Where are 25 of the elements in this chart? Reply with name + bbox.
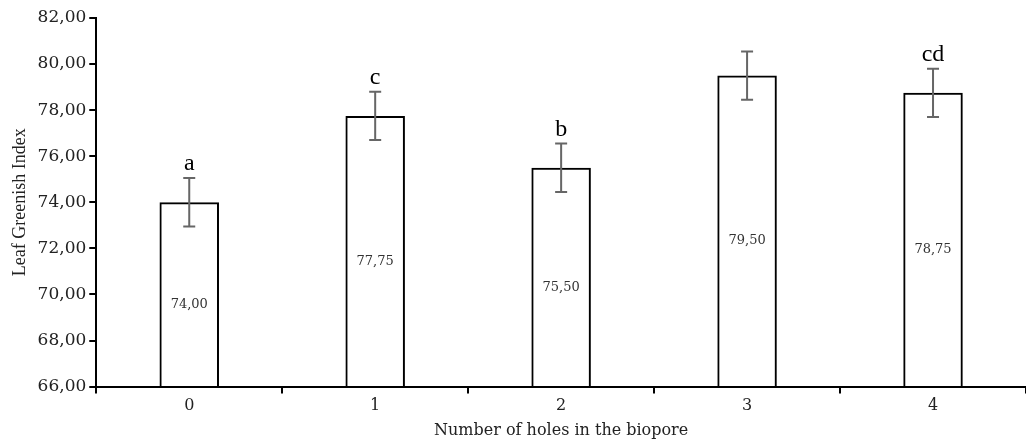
x-tick-label: 0 [184,395,195,415]
data-label: 77,75 [356,252,394,268]
y-tick-label: 74,00 [37,190,87,211]
annotation: c [369,63,381,90]
y-tick-label: 80,00 [37,52,87,73]
y-tick-label: 82,00 [37,6,87,27]
x-tick-label: 3 [741,395,753,415]
y-tick-label: 66,00 [37,375,87,396]
x-axis-title: Number of holes in the biopore [434,419,689,439]
y-tick-label: 70,00 [37,282,87,303]
x-tick-label: 1 [370,395,381,415]
data-label: 79,50 [728,232,766,248]
annotation: b [555,114,568,141]
y-tick-label: 78,00 [37,98,87,119]
annotation: cd [921,39,945,66]
annotation: a [183,149,195,176]
x-tick-label: 2 [556,395,567,415]
y-axis-title: Leaf Greenish Index [8,128,29,277]
y-tick-label: 72,00 [37,236,87,257]
data-label: 75,50 [542,278,580,294]
data-label: 78,75 [914,241,952,257]
data-label: 74,00 [170,295,208,311]
x-tick-label: 4 [927,395,939,415]
y-tick-label: 68,00 [37,328,87,349]
y-tick-label: 76,00 [37,144,87,165]
